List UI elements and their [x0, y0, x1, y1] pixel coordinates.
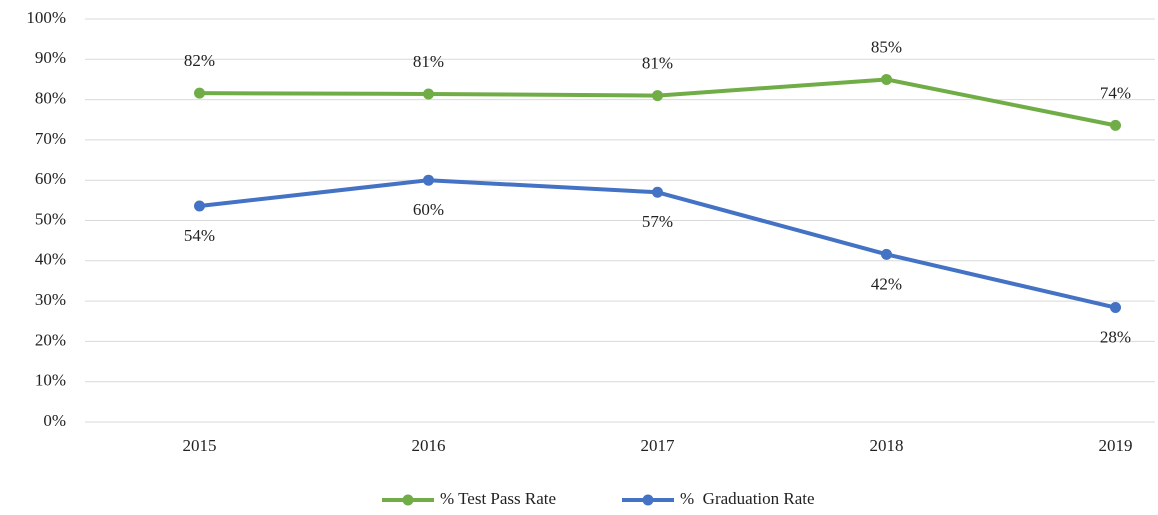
data-label: 28%: [1100, 327, 1131, 346]
x-tick-label: 2019: [1099, 436, 1133, 455]
legend-marker: [402, 494, 414, 506]
point: [881, 73, 892, 85]
point: [423, 88, 434, 100]
point: [194, 200, 205, 212]
point: [881, 248, 892, 260]
y-tick-label: 10%: [35, 371, 66, 390]
data-label: 81%: [642, 53, 673, 72]
data-label: 85%: [871, 37, 902, 56]
y-tick-label: 60%: [35, 169, 66, 188]
legend-marker: [642, 494, 654, 506]
data-label: 82%: [184, 51, 215, 70]
y-tick-label: 50%: [35, 209, 66, 228]
legend-label: % Graduation Rate: [680, 489, 815, 508]
data-label: 57%: [642, 212, 673, 231]
point: [652, 186, 663, 198]
legend-label: % Test Pass Rate: [440, 489, 556, 508]
y-tick-label: 100%: [26, 8, 66, 27]
y-tick-label: 70%: [35, 129, 66, 148]
x-tick-label: 2018: [870, 436, 904, 455]
data-label: 60%: [413, 200, 444, 219]
y-tick-label: 20%: [35, 330, 66, 349]
series-line: [199, 178, 1116, 310]
point: [423, 174, 434, 186]
data-label: 74%: [1100, 83, 1131, 102]
y-tick-label: 40%: [35, 250, 66, 269]
x-tick-label: 2017: [641, 436, 676, 455]
y-tick-label: 0%: [43, 411, 66, 430]
x-tick-label: 2015: [183, 436, 217, 455]
point: [194, 87, 205, 99]
point: [1110, 119, 1121, 131]
point: [1110, 302, 1121, 314]
series-line: [199, 77, 1116, 128]
point: [652, 90, 663, 102]
x-tick-label: 2016: [412, 436, 446, 455]
y-tick-label: 30%: [35, 290, 66, 309]
y-tick-label: 90%: [35, 48, 66, 67]
data-label: 42%: [871, 274, 902, 293]
data-label: 81%: [413, 52, 444, 71]
y-tick-label: 80%: [35, 89, 66, 108]
data-label: 54%: [184, 226, 215, 245]
